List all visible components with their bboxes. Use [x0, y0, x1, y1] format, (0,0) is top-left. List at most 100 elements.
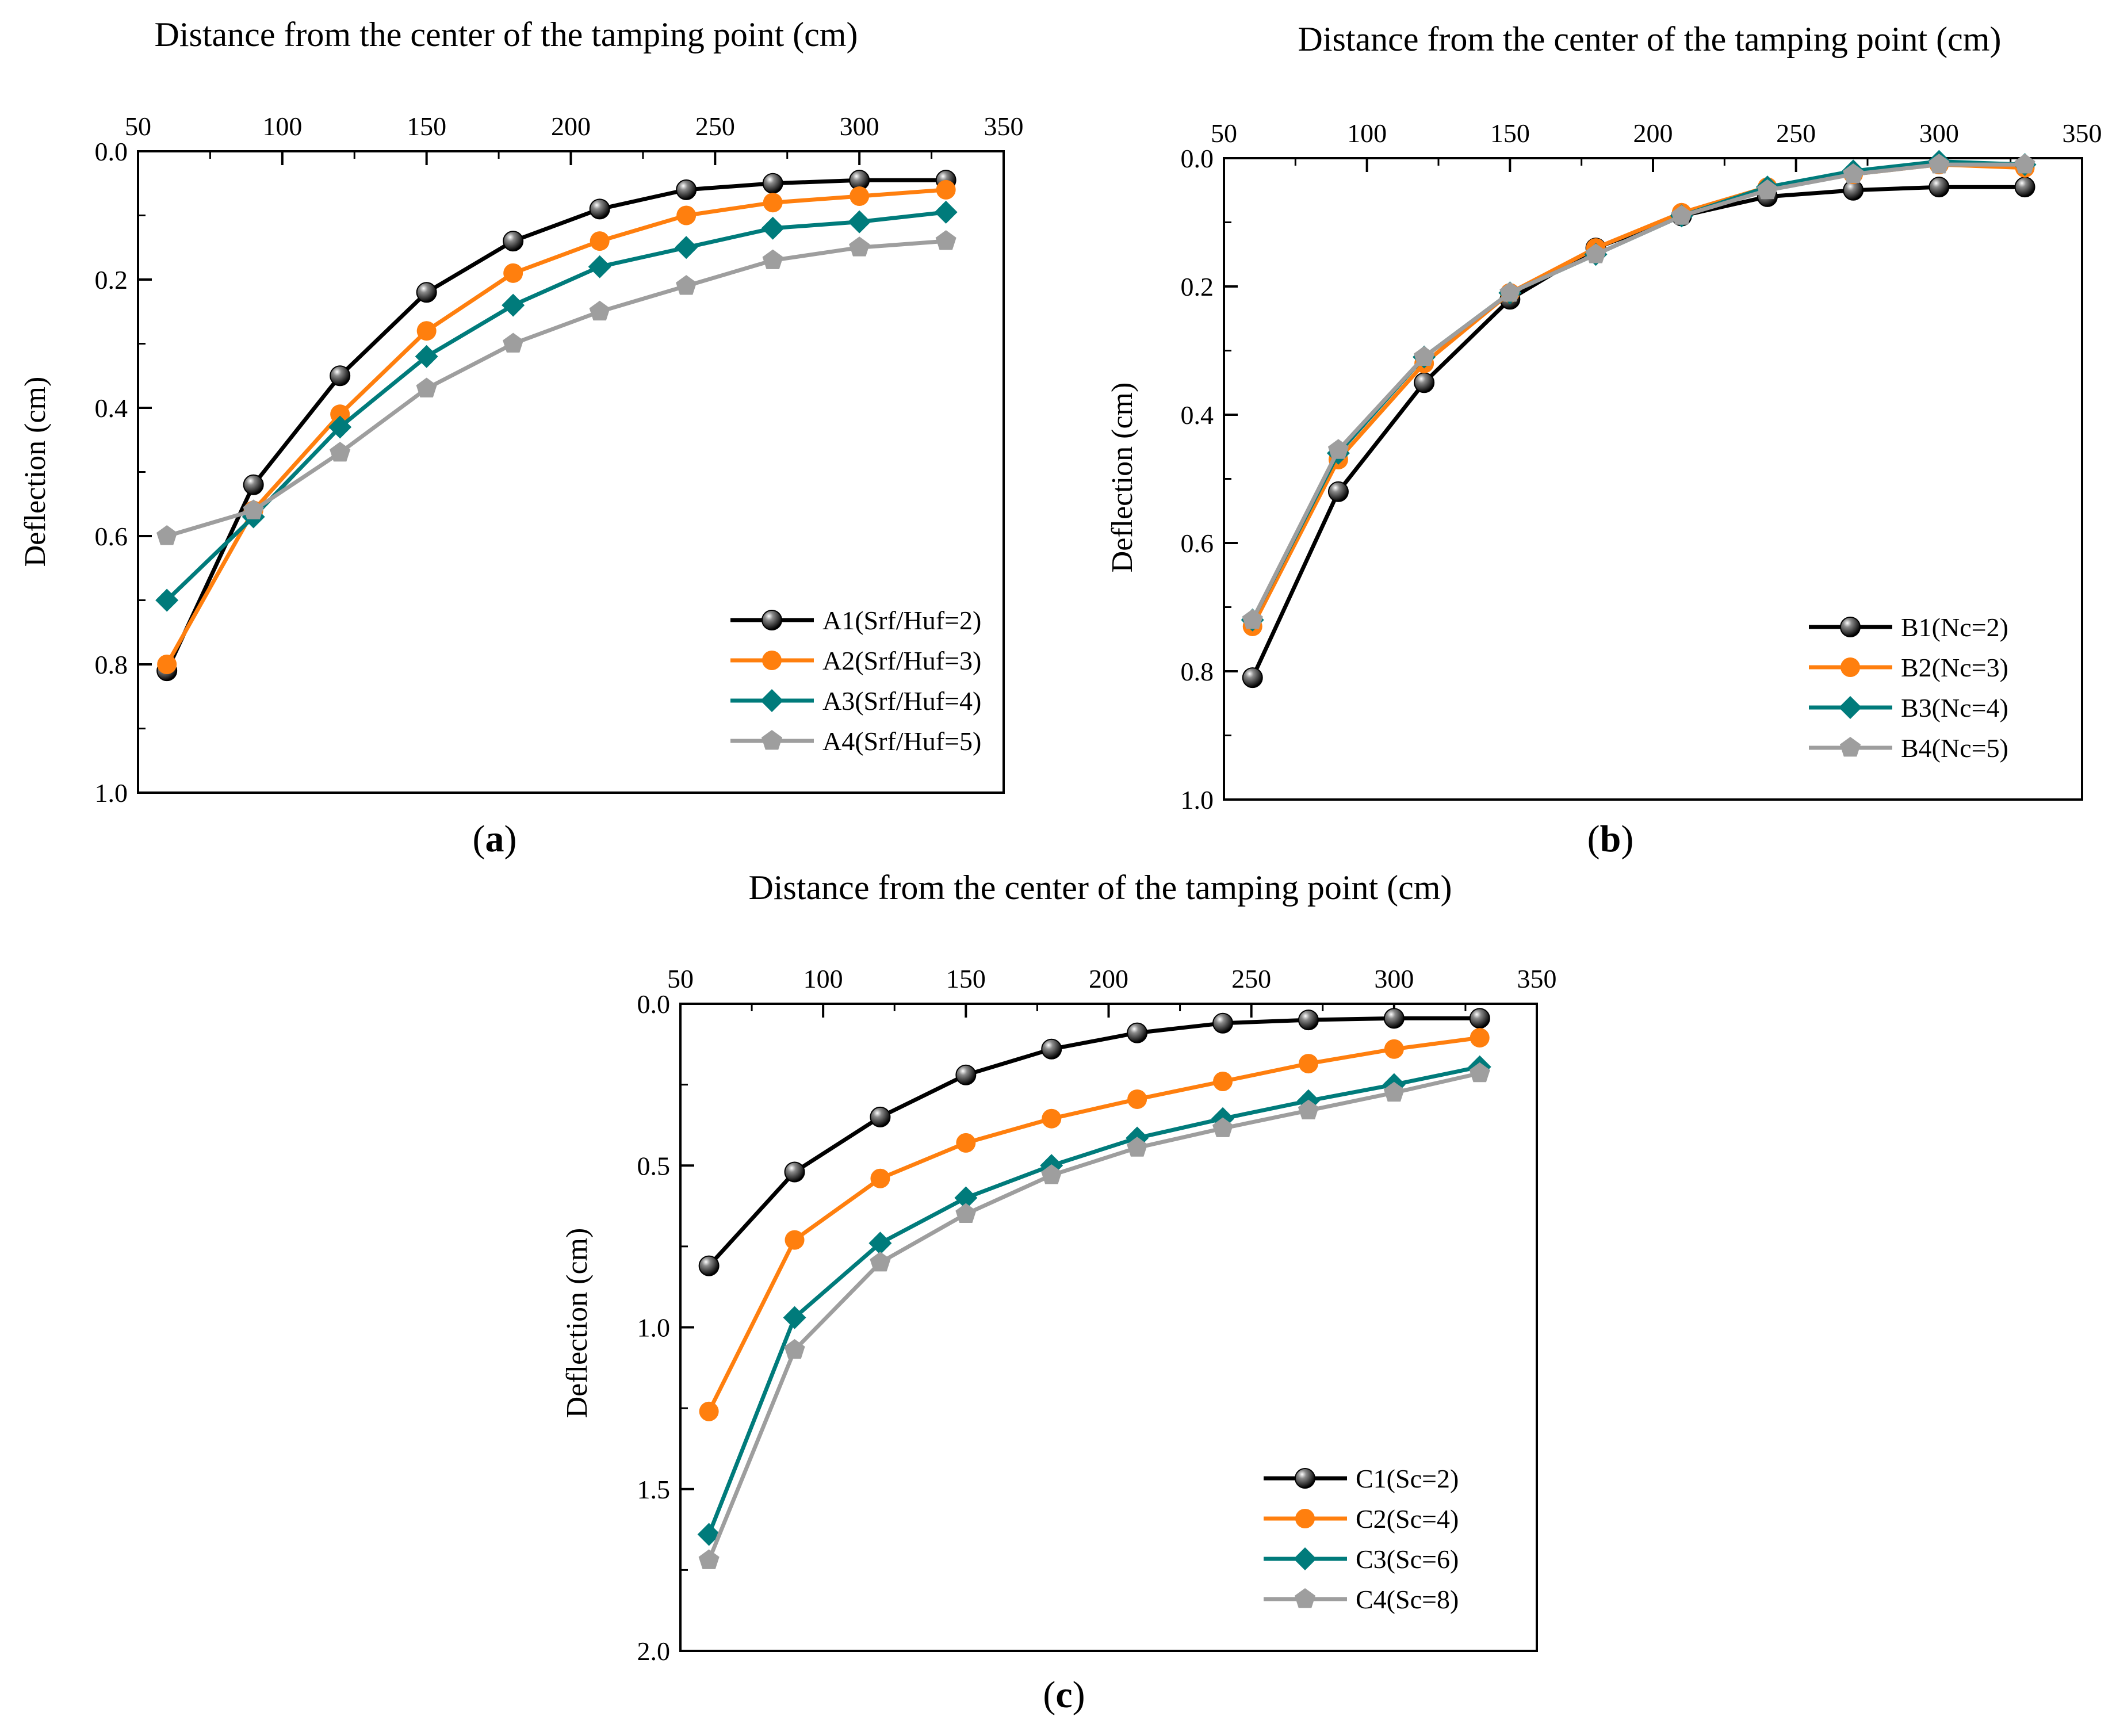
- legend-entry: B3(Nc=4): [1809, 693, 2008, 722]
- series-line: [707, 1071, 1480, 1561]
- legend-label: C1(Sc=2): [1356, 1464, 1459, 1493]
- data-point: [330, 442, 351, 462]
- data-point: [1213, 1072, 1233, 1091]
- x-tick-label: 150: [946, 964, 986, 993]
- legend-marker: [1294, 1547, 1317, 1570]
- data-point: [155, 588, 179, 612]
- data-point: [1585, 243, 1606, 263]
- panel-label-letter: b: [1600, 818, 1621, 860]
- data-point: [934, 200, 958, 224]
- data-point: [1469, 1062, 1490, 1083]
- data-point: [676, 179, 697, 200]
- data-point: [1127, 1137, 1148, 1157]
- series-line: [166, 239, 946, 538]
- data-point: [870, 1168, 890, 1188]
- legend-marker: [1840, 617, 1861, 637]
- panel-label-close: ): [1621, 818, 1633, 860]
- legend-marker: [1294, 1588, 1316, 1608]
- y-tick-label: 0.6: [1181, 529, 1214, 558]
- x-tick-label: 200: [551, 112, 591, 141]
- data-point: [1298, 1010, 1319, 1031]
- series-line: [707, 1016, 1480, 1267]
- data-point: [1327, 439, 1349, 459]
- data-point: [761, 216, 785, 240]
- data-point: [1041, 1038, 1062, 1060]
- data-point: [589, 300, 610, 321]
- data-point: [936, 179, 956, 200]
- panel-label-open: (: [473, 818, 485, 860]
- x-tick-label: 150: [1490, 118, 1530, 148]
- legend-entry: C3(Sc=6): [1264, 1544, 1459, 1574]
- y-tick-label: 0.4: [1181, 400, 1214, 430]
- y-tick-label: 1.0: [95, 778, 128, 808]
- x-tick-label: 350: [2063, 118, 2102, 148]
- data-point: [1242, 609, 1263, 629]
- data-point: [870, 1106, 891, 1127]
- data-point: [783, 1306, 806, 1329]
- data-point: [870, 1252, 891, 1272]
- legend-marker: [1839, 696, 1862, 719]
- chart-panel-a: 50 100 150 200 250 300 350 0.0 0.2 0.4 0.6 0.8 1.0 Di…: [19, 16, 1024, 860]
- x-axis-title: Distance from the center of the tamping …: [1298, 20, 2002, 58]
- data-point: [1843, 163, 1864, 183]
- x-tick-label: 100: [803, 964, 843, 993]
- legend-entry: C4(Sc=8): [1264, 1585, 1459, 1614]
- x-tick-label: 150: [407, 112, 446, 141]
- data-point: [955, 1064, 977, 1085]
- y-tick-label: 0.0: [637, 989, 671, 1019]
- data-point: [1298, 1054, 1318, 1074]
- data-point: [157, 655, 177, 674]
- data-point: [503, 332, 524, 353]
- panel-label: (c): [1043, 1674, 1085, 1716]
- series-1: [156, 170, 956, 682]
- data-point: [1127, 1089, 1147, 1109]
- data-point: [589, 198, 610, 220]
- x-tick-label: 100: [1347, 118, 1387, 148]
- data-point: [1383, 1008, 1405, 1029]
- legend-entry: C1(Sc=2): [1264, 1464, 1459, 1493]
- legend-marker: [762, 651, 782, 670]
- data-point: [699, 1401, 719, 1421]
- data-point: [156, 525, 178, 545]
- data-point: [784, 1161, 805, 1183]
- data-point: [1327, 481, 1349, 502]
- y-tick-label: 2.0: [637, 1636, 671, 1666]
- y-tick-label: 0.4: [95, 393, 128, 423]
- legend-entry: C2(Sc=4): [1264, 1504, 1459, 1534]
- data-point: [848, 210, 871, 234]
- x-tick-label: 250: [1231, 964, 1271, 993]
- data-point: [590, 231, 610, 251]
- series-line: [165, 210, 947, 602]
- data-point: [785, 1230, 805, 1250]
- legend-label: C4(Sc=8): [1356, 1585, 1459, 1614]
- data-point: [1928, 177, 1950, 198]
- legend-label: A4(Srf/Huf=5): [822, 726, 981, 756]
- data-point: [762, 173, 783, 194]
- data-point: [1671, 205, 1692, 225]
- legend-marker: [760, 689, 783, 712]
- x-tick-label: 350: [1517, 964, 1557, 993]
- x-tick-label: 300: [1919, 118, 1959, 148]
- data-point: [676, 205, 697, 225]
- x-tick-label: 200: [1089, 964, 1128, 993]
- panel-label: (a): [473, 818, 517, 860]
- data-point: [416, 377, 437, 397]
- y-tick-label: 1.5: [637, 1475, 671, 1504]
- data-point: [954, 1186, 978, 1210]
- series-4: [1242, 154, 2035, 629]
- legend-label: A2(Srf/Huf=3): [822, 646, 981, 675]
- data-point: [1470, 1028, 1490, 1048]
- data-point: [1414, 346, 1435, 366]
- series-line: [165, 188, 946, 666]
- chart-panel-c: 50 100 150 200 250 300 350 0.0 0.5 1.0 1.5 2.0 Dista…: [561, 869, 1557, 1716]
- x-tick-label: 250: [695, 112, 735, 141]
- series-line: [1250, 185, 2025, 679]
- x-tick-label: 250: [1776, 118, 1816, 148]
- series-line: [707, 1065, 1480, 1535]
- legend-label: B4(Nc=5): [1901, 733, 2008, 763]
- series-line: [1250, 162, 2025, 621]
- legend-entry: A4(Srf/Huf=5): [730, 726, 981, 756]
- y-tick-label: 0.8: [95, 650, 128, 679]
- series-2: [699, 1028, 1490, 1421]
